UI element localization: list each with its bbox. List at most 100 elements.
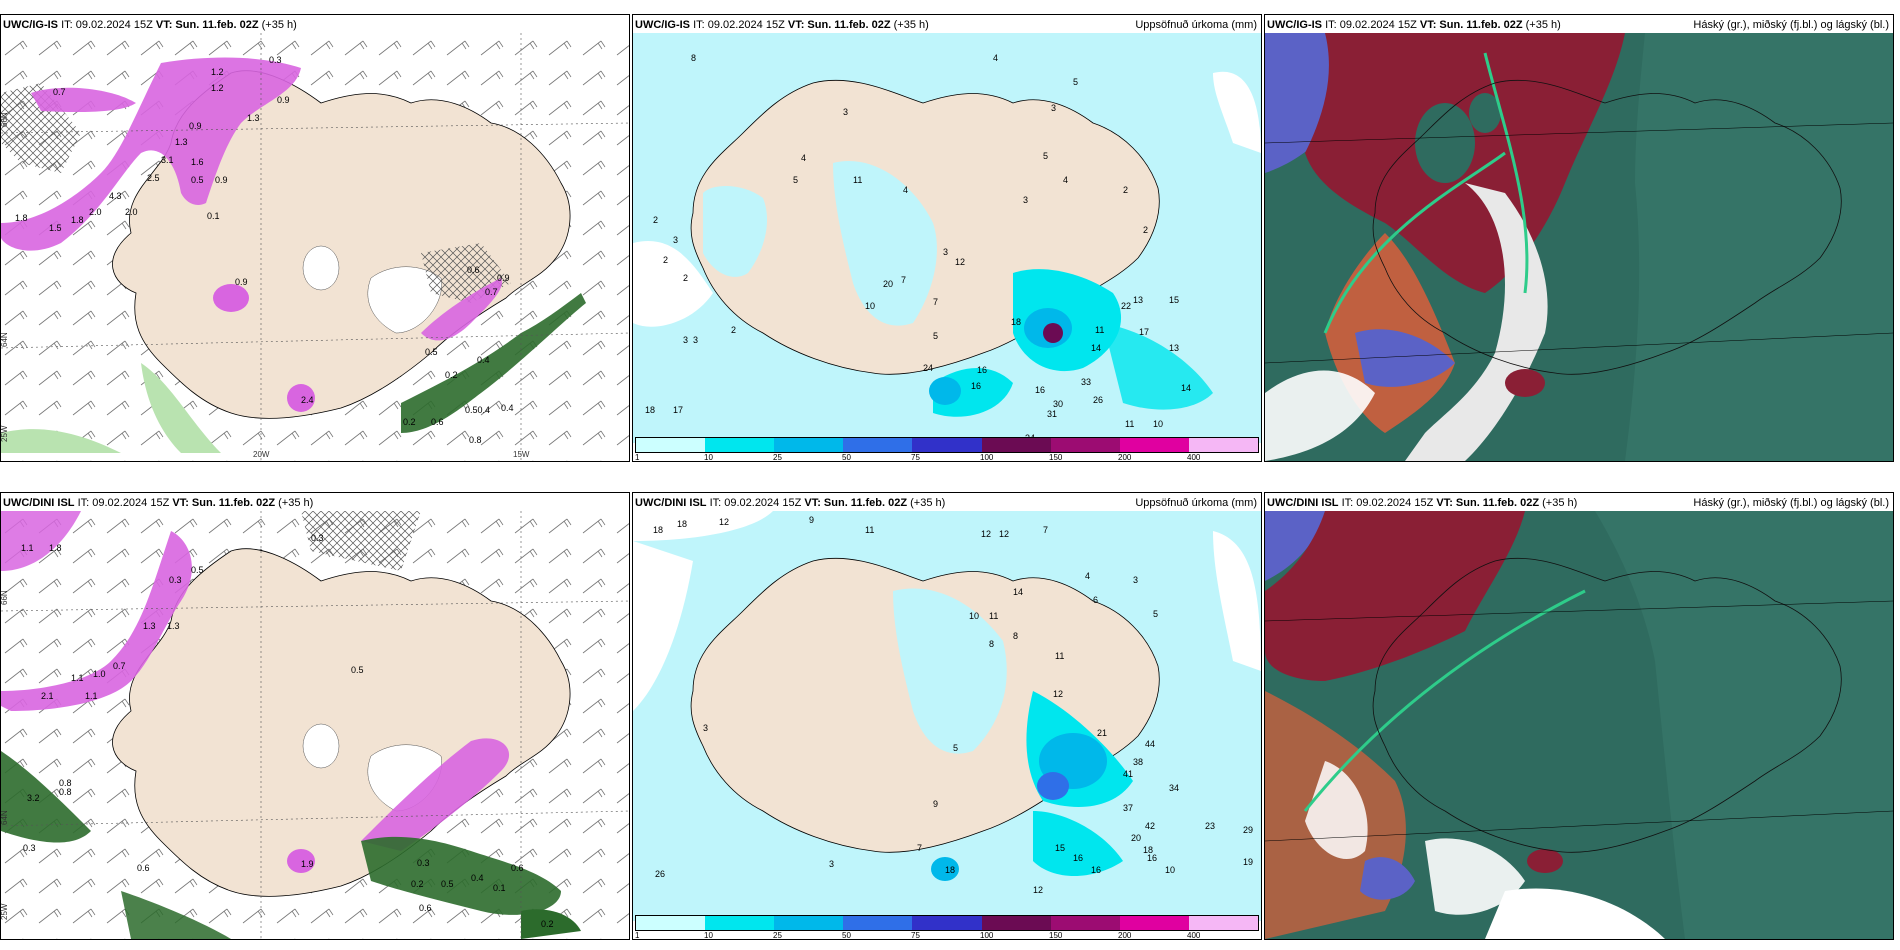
svg-text:3: 3	[843, 107, 848, 117]
svg-text:1.6: 1.6	[191, 157, 204, 167]
svg-text:1.3: 1.3	[143, 621, 156, 631]
panel-bottom-right: UWC/DINI ISL IT: 09.02.2024 15Z VT: Sun.…	[1264, 492, 1894, 940]
svg-text:2.5: 2.5	[147, 173, 160, 183]
svg-text:0.4: 0.4	[471, 873, 484, 883]
lat-label-66n: 66N	[1, 590, 9, 605]
svg-text:12: 12	[955, 257, 965, 267]
svg-text:0.2: 0.2	[411, 879, 424, 889]
svg-text:7: 7	[1043, 525, 1048, 535]
svg-text:0.8: 0.8	[469, 435, 482, 445]
svg-text:7: 7	[917, 843, 922, 853]
svg-text:3.1: 3.1	[161, 155, 174, 165]
map-cloud-cover[interactable]	[1265, 33, 1893, 461]
svg-text:21: 21	[1097, 728, 1107, 738]
lat-label-66n: 66N	[1, 112, 9, 127]
svg-text:0.5: 0.5	[441, 879, 454, 889]
svg-text:18: 18	[945, 865, 955, 875]
lon-label-25w: 25W	[1, 425, 9, 442]
svg-text:3: 3	[673, 235, 678, 245]
panel-bottom-mid: UWC/DINI ISL IT: 09.02.2024 15Z VT: Sun.…	[632, 492, 1262, 940]
svg-text:4: 4	[993, 53, 998, 63]
svg-text:4: 4	[1085, 571, 1090, 581]
svg-text:29: 29	[1243, 825, 1253, 835]
svg-text:3: 3	[693, 335, 698, 345]
svg-text:41: 41	[1123, 769, 1133, 779]
svg-text:11: 11	[853, 175, 862, 185]
panel-right-title: Háský (gr.), miðský (fj.bl.) og lágský (…	[1693, 19, 1889, 31]
svg-text:0.1: 0.1	[207, 211, 220, 221]
svg-text:16: 16	[1091, 865, 1101, 875]
svg-text:18: 18	[1143, 845, 1153, 855]
panel-top-mid: UWC/IG-IS IT: 09.02.2024 15Z VT: Sun. 11…	[632, 14, 1262, 462]
svg-text:2: 2	[1123, 185, 1128, 195]
svg-text:12: 12	[1053, 689, 1063, 699]
svg-text:3: 3	[1051, 103, 1056, 113]
map-accumulated-precip[interactable]: 8 4 5 3 3 4 5 2 3 5 4 3 4 2 2 3 11 7 3 1…	[633, 33, 1261, 461]
svg-text:2: 2	[731, 325, 736, 335]
svg-text:0.5: 0.5	[191, 175, 204, 185]
map-accumulated-precip[interactable]: 9 11 18 18 12 12 12 7 8 4 3 6 5 14 10 8 …	[633, 511, 1261, 939]
svg-text:18: 18	[1011, 317, 1021, 327]
svg-text:2: 2	[1143, 225, 1148, 235]
svg-text:16: 16	[977, 365, 987, 375]
svg-text:5: 5	[1153, 609, 1158, 619]
value-labels: 0.3 1.2 1.2 0.7 0.9 1.3 0.9 1.3 1.6 3.1 …	[15, 55, 514, 445]
svg-text:5: 5	[1073, 77, 1078, 87]
svg-text:18: 18	[677, 519, 687, 529]
svg-text:1.9: 1.9	[301, 859, 314, 869]
svg-text:11: 11	[989, 611, 998, 621]
svg-text:20: 20	[883, 279, 893, 289]
svg-text:9: 9	[933, 799, 938, 809]
lon-label-25w: 25W	[1, 903, 9, 920]
svg-text:19: 19	[1243, 857, 1253, 867]
colorbar-labels: 1 10 25 50 75 100 150 200 400	[635, 931, 1201, 940]
svg-text:13: 13	[1133, 295, 1143, 305]
svg-text:2.0: 2.0	[125, 207, 138, 217]
panel-title: UWC/DINI ISL IT: 09.02.2024 15Z VT: Sun.…	[1267, 497, 1578, 509]
svg-text:8: 8	[691, 53, 696, 63]
svg-text:0.9: 0.9	[189, 121, 202, 131]
svg-text:42: 42	[1145, 821, 1155, 831]
svg-text:0.9: 0.9	[215, 175, 228, 185]
svg-text:2.1: 2.1	[41, 691, 54, 701]
svg-text:1.1: 1.1	[21, 543, 34, 553]
svg-text:0.9: 0.9	[235, 277, 248, 287]
svg-text:16: 16	[1147, 853, 1157, 863]
svg-text:0.6: 0.6	[511, 863, 524, 873]
svg-text:7: 7	[933, 297, 938, 307]
svg-text:10: 10	[1153, 419, 1163, 429]
svg-text:1.8: 1.8	[71, 215, 84, 225]
svg-text:0.3: 0.3	[269, 55, 282, 65]
svg-text:26: 26	[1093, 395, 1103, 405]
svg-text:16: 16	[1073, 853, 1083, 863]
svg-text:8: 8	[989, 639, 994, 649]
svg-text:17: 17	[1139, 327, 1149, 337]
panel-title: UWC/DINI ISL IT: 09.02.2024 15Z VT: Sun.…	[3, 497, 314, 509]
svg-text:0.3: 0.3	[169, 575, 182, 585]
svg-text:4.3: 4.3	[109, 191, 122, 201]
svg-text:3: 3	[1133, 575, 1138, 585]
svg-text:2.0: 2.0	[89, 207, 102, 217]
svg-text:5: 5	[1043, 151, 1048, 161]
map-cloud-cover[interactable]	[1265, 511, 1893, 939]
svg-text:0.9: 0.9	[497, 273, 510, 283]
svg-text:6: 6	[1093, 595, 1098, 605]
map-wind-precip-type[interactable]: 66N 64N 25W 20W 15W 0.3 1.2 1.2 0.7 0.9 …	[1, 33, 629, 461]
svg-text:2: 2	[663, 255, 668, 265]
value-labels: 9 11 18 18 12 12 12 7 8 4 3 6 5 14 10 8 …	[653, 515, 1253, 895]
svg-text:38: 38	[1133, 757, 1143, 767]
svg-text:1.2: 1.2	[211, 67, 224, 77]
svg-text:11: 11	[1055, 651, 1064, 661]
svg-text:1.3: 1.3	[175, 137, 188, 147]
svg-text:3: 3	[1023, 195, 1028, 205]
svg-text:0.9: 0.9	[277, 95, 290, 105]
svg-text:0.7: 0.7	[485, 287, 498, 297]
lat-label-64n: 64N	[1, 810, 9, 825]
svg-text:0.6: 0.6	[137, 863, 150, 873]
svg-text:0.6: 0.6	[431, 417, 444, 427]
svg-text:1.5: 1.5	[49, 223, 62, 233]
svg-text:0.5: 0.5	[351, 665, 364, 675]
map-wind-precip-type[interactable]: 66N 64N 25W 0.3 1.1 1.8 0.5 0.3 1.3 1.3 …	[1, 511, 629, 939]
svg-text:34: 34	[1169, 783, 1179, 793]
svg-text:0.50.4: 0.50.4	[465, 405, 490, 415]
